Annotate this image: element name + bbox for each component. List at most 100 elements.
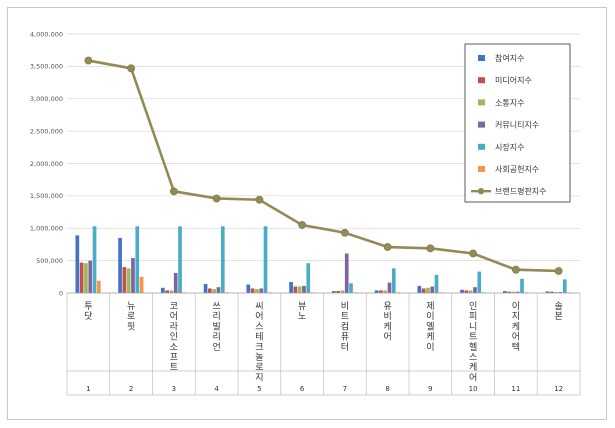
bar (515, 291, 520, 293)
bar (79, 262, 84, 293)
bar (387, 282, 392, 293)
axis-layer: 0 500,000 1,000,000 1,500,000 2,000,000 2,500… (30, 30, 581, 396)
bar (434, 274, 439, 293)
bar (289, 281, 293, 293)
bar (250, 288, 255, 293)
bar (297, 286, 302, 293)
x-index-label: 12 (554, 385, 563, 393)
line-point (469, 249, 478, 258)
bar (349, 283, 353, 293)
bar (554, 292, 559, 293)
bar (460, 289, 464, 293)
bar (511, 291, 516, 293)
series-line (88, 59, 559, 273)
bar-layer (75, 226, 571, 293)
y-tick-label: 500,000 (36, 257, 63, 265)
bar (169, 290, 174, 293)
bar (545, 291, 550, 293)
bar (165, 290, 169, 293)
bar (520, 278, 524, 293)
bar (118, 237, 122, 293)
bar (502, 291, 507, 293)
legend-swatch (478, 99, 485, 106)
bar (417, 285, 422, 293)
line-point (212, 194, 221, 203)
bar (92, 226, 97, 293)
bar (344, 253, 349, 293)
bar (208, 288, 212, 293)
bar (293, 286, 298, 293)
line-point (169, 187, 178, 196)
bar (122, 267, 127, 293)
x-index-label: 2 (129, 385, 133, 393)
line-point (554, 267, 563, 275)
bar (306, 263, 311, 293)
bar (263, 226, 268, 293)
bar (259, 288, 264, 293)
y-tick-label: 3,000,000 (30, 95, 63, 103)
x-index-label: 1 (86, 385, 90, 393)
y-tick-label: 0 (59, 289, 63, 297)
line-point (127, 64, 136, 73)
bar (558, 292, 563, 293)
line-point (511, 265, 520, 274)
legend-label: 사회공헌지수 (495, 165, 539, 174)
x-index-label: 11 (511, 385, 520, 393)
legend-label: 소통지수 (495, 98, 524, 107)
line-point (298, 221, 307, 229)
y-tick-label: 1,500,000 (30, 192, 63, 200)
bar (550, 291, 554, 293)
line-layer (84, 56, 563, 275)
bar (468, 290, 473, 293)
bar (464, 290, 469, 293)
bar (336, 291, 340, 293)
line-point (383, 243, 392, 251)
line-point (255, 195, 264, 204)
legend-swatch (478, 121, 485, 128)
bar (426, 287, 430, 293)
legend-swatch (478, 55, 485, 61)
bar (84, 263, 88, 293)
x-index-label: 6 (300, 385, 305, 393)
x-index-label: 5 (257, 385, 261, 393)
legend-label: 미디어지수 (495, 75, 532, 85)
bar (383, 290, 388, 293)
bar (131, 258, 135, 293)
bar (421, 288, 426, 293)
legend-label: 시장지수 (495, 142, 524, 152)
bar (430, 286, 435, 293)
legend-label: 참여지수 (495, 53, 524, 63)
x-index-label: 3 (172, 385, 176, 393)
x-index-label: 8 (385, 385, 389, 393)
line-point (340, 228, 349, 237)
bar (473, 287, 477, 293)
bar (135, 226, 140, 293)
bar (75, 235, 80, 293)
bar (178, 226, 182, 293)
legend-swatch (478, 166, 485, 172)
bar (246, 284, 251, 293)
x-index-label: 4 (214, 385, 219, 393)
bar (379, 290, 383, 293)
legend-label: 커뮤니티지수 (495, 120, 539, 130)
line-point (84, 56, 93, 65)
bar (374, 290, 379, 293)
y-tick-label: 3,500,000 (30, 63, 63, 71)
bar (477, 271, 482, 293)
bar (331, 291, 336, 293)
bar (173, 272, 178, 293)
y-tick-label: 1,000,000 (30, 225, 63, 233)
bar (507, 291, 511, 293)
bar (255, 289, 259, 293)
